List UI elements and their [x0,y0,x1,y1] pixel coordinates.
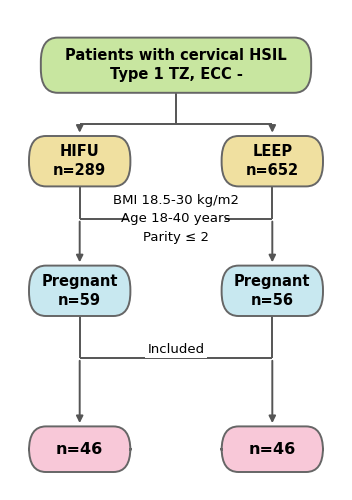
Text: Included: Included [147,342,205,355]
FancyBboxPatch shape [41,38,311,93]
Text: Pregnant
n=59: Pregnant n=59 [42,274,118,308]
FancyBboxPatch shape [222,426,323,472]
Text: Patients with cervical HSIL
Type 1 TZ, ECC -: Patients with cervical HSIL Type 1 TZ, E… [65,48,287,82]
FancyBboxPatch shape [29,426,130,472]
Text: Pregnant
n=56: Pregnant n=56 [234,274,310,308]
Text: n=46: n=46 [56,442,103,456]
FancyBboxPatch shape [222,266,323,316]
FancyBboxPatch shape [29,266,130,316]
Text: BMI 18.5-30 kg/m2
Age 18-40 years
Parity ≤ 2: BMI 18.5-30 kg/m2 Age 18-40 years Parity… [113,194,239,244]
Text: n=46: n=46 [249,442,296,456]
Text: HIFU
n=289: HIFU n=289 [53,144,106,178]
Text: LEEP
n=652: LEEP n=652 [246,144,299,178]
FancyBboxPatch shape [222,136,323,186]
FancyBboxPatch shape [29,136,130,186]
